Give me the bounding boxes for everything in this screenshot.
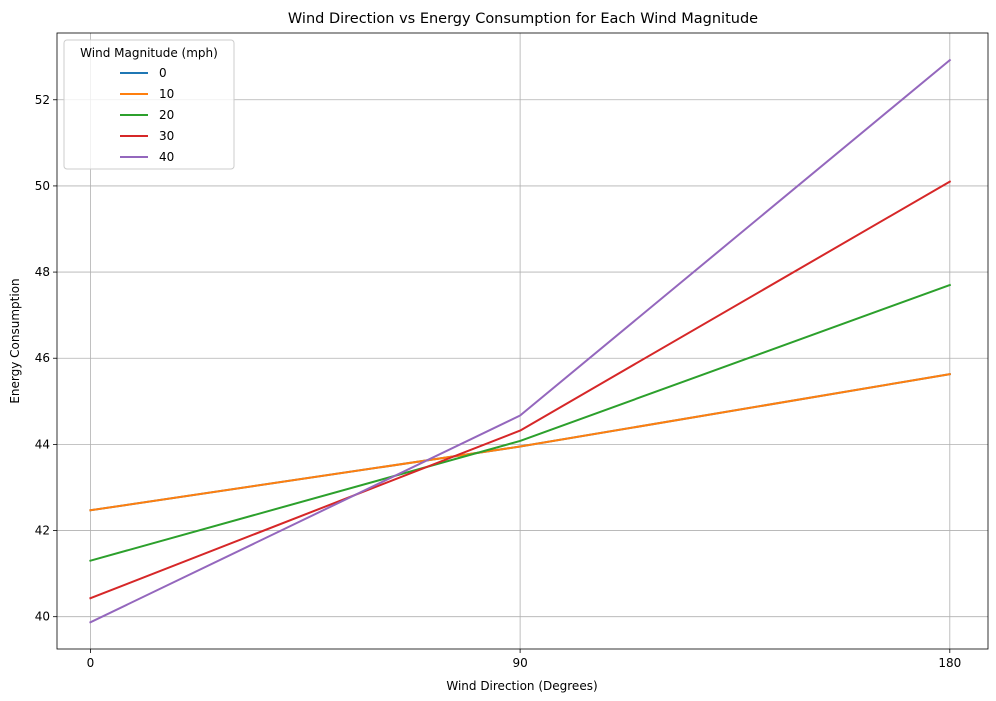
series-line-40 — [89, 58, 952, 624]
y-tick-label: 48 — [35, 265, 50, 279]
legend-label-0: 0 — [159, 66, 167, 80]
legend: Wind Magnitude (mph) 0 10 20 30 40 — [63, 39, 235, 170]
x-tick-label: 180 — [938, 656, 961, 670]
legend-label-10: 10 — [159, 87, 174, 101]
y-tick-label: 50 — [35, 179, 50, 193]
series-line-20 — [89, 283, 952, 562]
legend-label-20: 20 — [159, 108, 174, 122]
legend-label-40: 40 — [159, 150, 174, 164]
plot-frame — [56, 32, 989, 650]
y-tick-label: 40 — [35, 610, 50, 624]
y-tick-label: 44 — [35, 437, 50, 451]
tick-layer: 0 90 180 40 42 44 46 48 50 52 — [35, 93, 962, 670]
y-tick-label: 42 — [35, 524, 50, 538]
x-axis-label: Wind Direction (Degrees) — [446, 679, 597, 693]
legend-title: Wind Magnitude (mph) — [80, 46, 218, 60]
series-line-30 — [89, 180, 952, 600]
legend-items: 0 10 20 30 40 — [120, 66, 174, 164]
y-axis-label: Energy Consumption — [8, 278, 22, 403]
x-tick-label: 0 — [87, 656, 95, 670]
grid-layer — [57, 33, 988, 649]
series-layer — [89, 58, 952, 624]
legend-box — [63, 39, 235, 170]
y-tick-label: 46 — [35, 351, 50, 365]
chart-title: Wind Direction vs Energy Consumption for… — [288, 11, 758, 27]
series-line-10 — [89, 373, 951, 512]
y-tick-label: 52 — [35, 93, 50, 107]
x-tick-label: 90 — [512, 656, 527, 670]
legend-label-30: 30 — [159, 129, 174, 143]
